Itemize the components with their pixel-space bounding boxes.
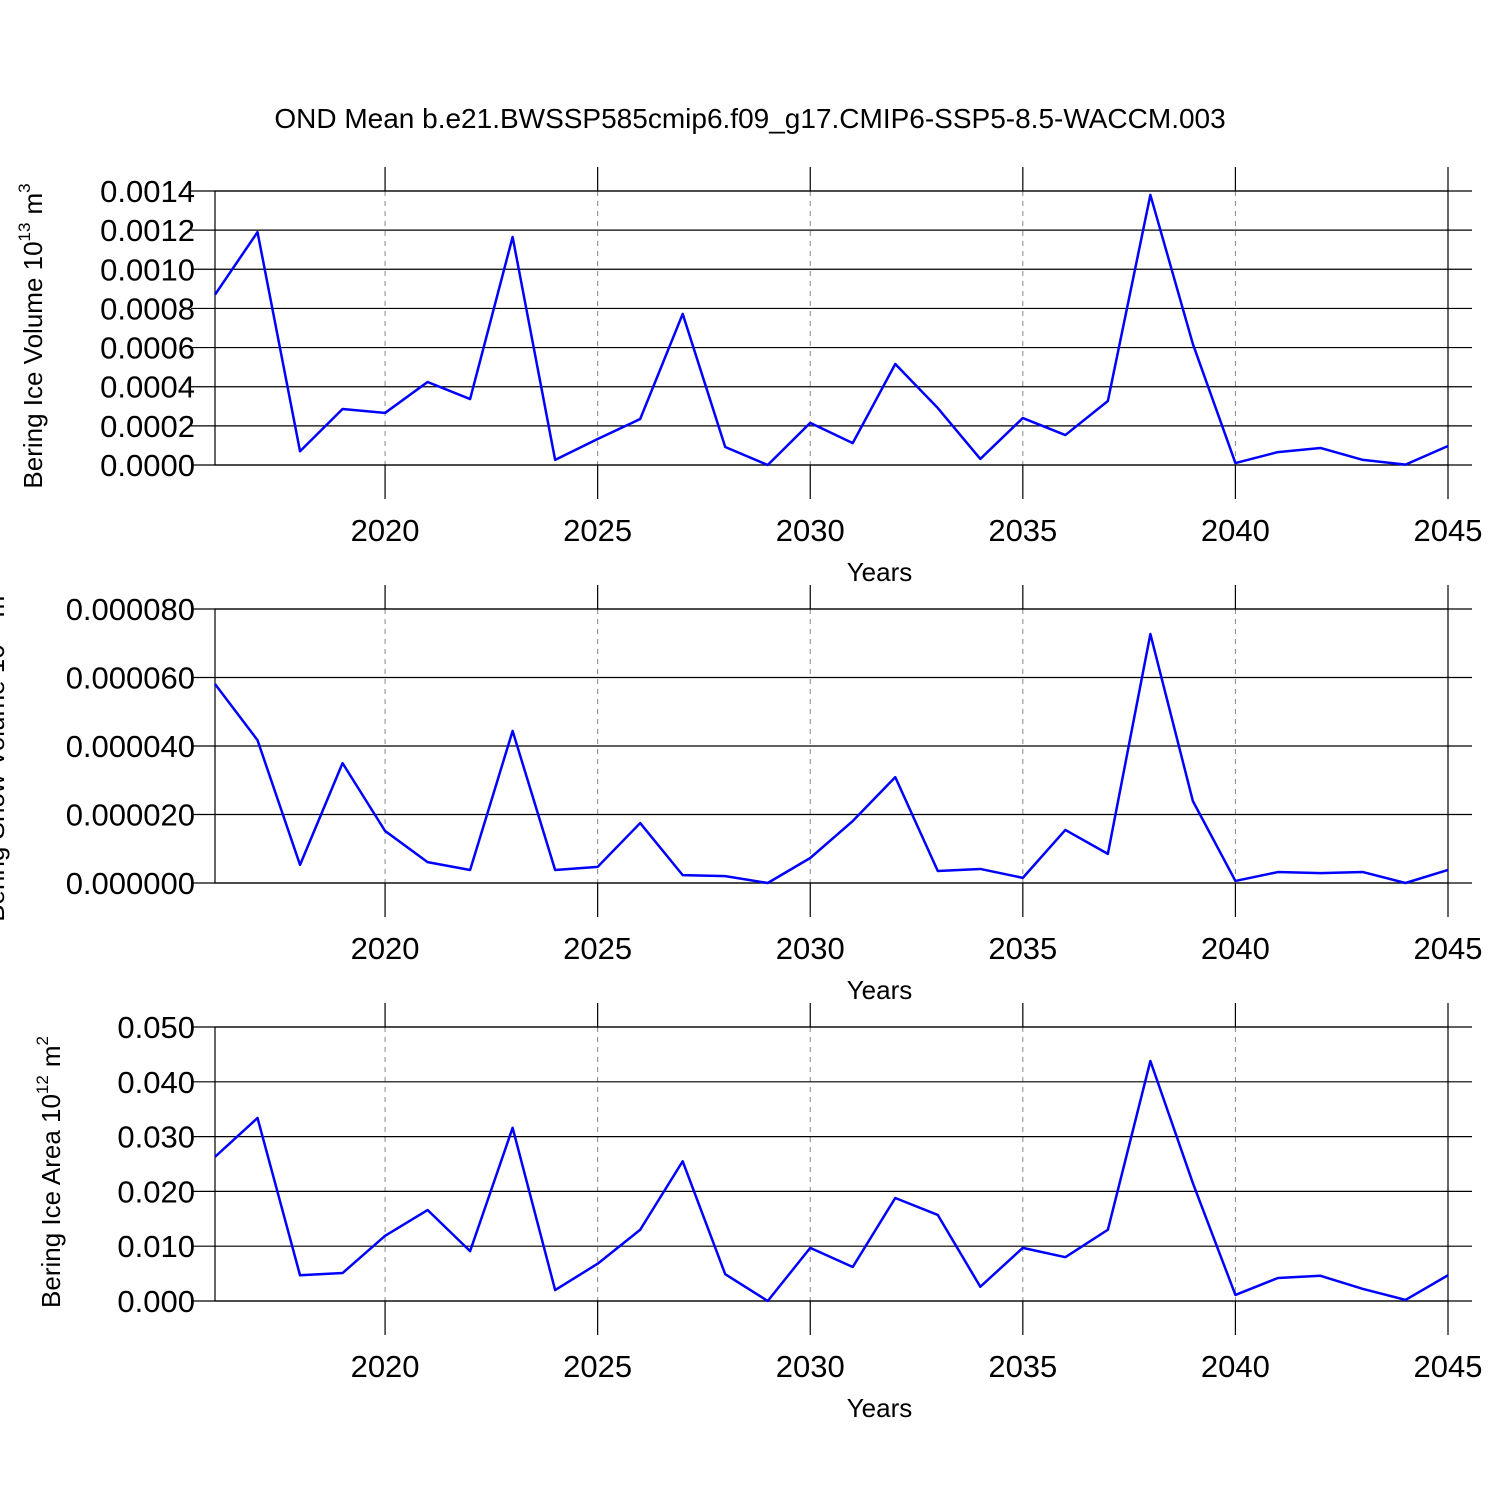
y-axis-title-exp: 12	[33, 1075, 52, 1094]
x-tick-label: 2045	[1414, 513, 1483, 548]
y-axis-title-unit-exp: 3	[15, 183, 34, 192]
x-tick-label: 2030	[776, 513, 845, 548]
x-tick-label: 2030	[776, 1349, 845, 1384]
x-tick-label: 2040	[1201, 931, 1270, 966]
y-tick-label: 0.0002	[100, 409, 195, 444]
y-tick-label: 0.0006	[100, 331, 195, 366]
y-tick-label: 0.0010	[100, 252, 195, 287]
y-tick-label: 0.000060	[66, 661, 195, 696]
y-tick-label: 0.050	[117, 1010, 195, 1045]
y-tick-label: 0.010	[117, 1229, 195, 1264]
y-tick-label: 0.0008	[100, 291, 195, 326]
x-tick-label: 2020	[351, 513, 420, 548]
y-tick-label: 0.000040	[66, 729, 195, 764]
y-axis-title-unit-exp: 2	[33, 1036, 52, 1045]
y-tick-label: 0.0004	[100, 370, 195, 405]
y-tick-label: 0.030	[117, 1120, 195, 1155]
x-tick-label: 2025	[563, 513, 632, 548]
plot-frame	[214, 608, 1449, 884]
x-tick-label: 2025	[563, 931, 632, 966]
data-line	[214, 632, 1449, 885]
y-axis-title: Bering Ice Area 1012 m2	[33, 1036, 66, 1308]
plot-frame	[214, 190, 1449, 466]
x-axis-title: Years	[847, 557, 913, 587]
y-tick-label: 0.000000	[66, 866, 195, 901]
x-tick-label: 2045	[1414, 1349, 1483, 1384]
x-tick-label: 2020	[351, 931, 420, 966]
y-axis-title: Bering Ice Volume 1013 m3	[15, 183, 48, 488]
x-tick-label: 2045	[1414, 931, 1483, 966]
x-tick-label: 2035	[988, 1349, 1057, 1384]
y-axis-title-exp: 13	[15, 223, 34, 242]
y-tick-label: 0.0012	[100, 213, 195, 248]
x-tick-label: 2020	[351, 1349, 420, 1384]
y-tick-label: 0.000020	[66, 798, 195, 833]
y-axis-title-text: Bering Ice Volume 10	[18, 241, 48, 488]
y-tick-label: 0.0014	[100, 174, 195, 209]
y-tick-label: 0.020	[117, 1174, 195, 1209]
x-tick-label: 2030	[776, 931, 845, 966]
y-axis-title-unit: m	[18, 193, 48, 215]
x-tick-label: 2040	[1201, 513, 1270, 548]
y-axis-title-unit: m	[36, 1045, 66, 1067]
y-axis-title-text: Bering Ice Area 10	[36, 1094, 66, 1308]
plot-frame	[214, 1026, 1449, 1302]
y-tick-label: 0.0000	[100, 448, 195, 483]
data-line	[213, 193, 1449, 467]
x-tick-label: 2035	[988, 931, 1057, 966]
y-tick-label: 0.000080	[66, 592, 195, 627]
x-axis-title: Years	[847, 975, 913, 1005]
data-line	[214, 1059, 1449, 1303]
x-tick-label: 2025	[563, 1349, 632, 1384]
y-axis-title-text: Bering Snow Volume 10	[0, 644, 10, 922]
x-tick-label: 2035	[988, 513, 1057, 548]
y-axis-title: Bering Snow Volume 1013m3	[0, 586, 10, 922]
x-tick-label: 2040	[1201, 1349, 1270, 1384]
y-axis-title-unit: m	[0, 596, 10, 618]
figure-title: OND Mean b.e21.BWSSP585cmip6.f09_g17.CMI…	[274, 103, 1225, 134]
y-tick-label: 0.000	[117, 1284, 195, 1319]
y-tick-label: 0.040	[117, 1065, 195, 1100]
x-axis-title: Years	[847, 1393, 913, 1423]
